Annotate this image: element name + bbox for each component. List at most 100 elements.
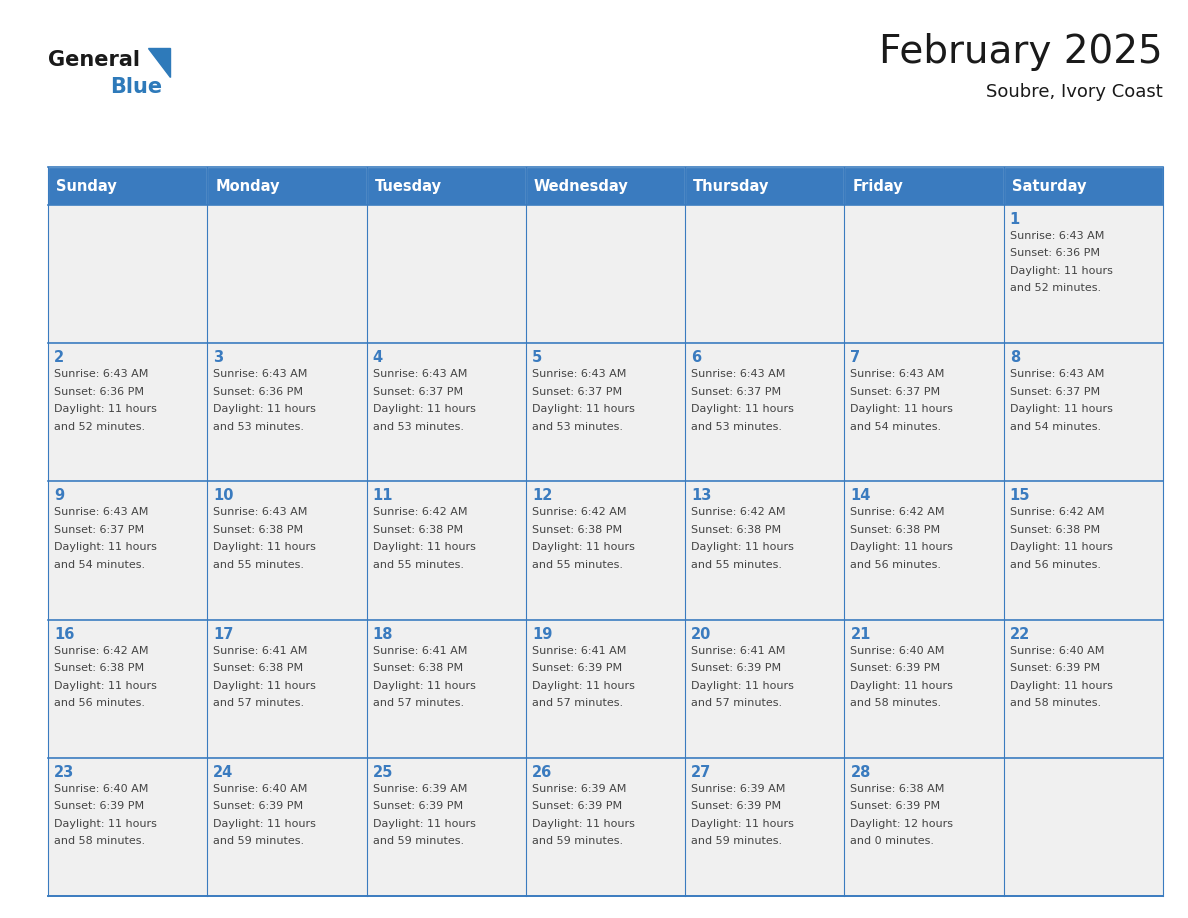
Text: Daylight: 11 hours: Daylight: 11 hours [691, 680, 794, 690]
Text: and 53 minutes.: and 53 minutes. [532, 421, 623, 431]
Text: Sunrise: 6:38 AM: Sunrise: 6:38 AM [851, 784, 944, 794]
Text: and 0 minutes.: and 0 minutes. [851, 836, 935, 846]
Text: Daylight: 11 hours: Daylight: 11 hours [691, 543, 794, 553]
Text: Sunset: 6:38 PM: Sunset: 6:38 PM [373, 525, 462, 535]
Text: Daylight: 11 hours: Daylight: 11 hours [53, 819, 157, 829]
FancyBboxPatch shape [367, 343, 526, 481]
Text: Sunset: 6:39 PM: Sunset: 6:39 PM [851, 801, 941, 812]
Text: Daylight: 11 hours: Daylight: 11 hours [214, 404, 316, 414]
Text: Sunset: 6:37 PM: Sunset: 6:37 PM [53, 525, 144, 535]
Text: and 54 minutes.: and 54 minutes. [1010, 421, 1101, 431]
Text: 28: 28 [851, 765, 871, 779]
Text: Sunrise: 6:41 AM: Sunrise: 6:41 AM [214, 645, 308, 655]
Text: and 58 minutes.: and 58 minutes. [851, 698, 942, 708]
FancyBboxPatch shape [1004, 343, 1163, 481]
Text: Sunrise: 6:42 AM: Sunrise: 6:42 AM [53, 645, 148, 655]
Text: Daylight: 11 hours: Daylight: 11 hours [532, 404, 634, 414]
FancyBboxPatch shape [845, 620, 1004, 757]
Text: 5: 5 [532, 350, 542, 365]
Text: Daylight: 11 hours: Daylight: 11 hours [532, 680, 634, 690]
Text: Thursday: Thursday [693, 178, 770, 194]
Text: Sunrise: 6:40 AM: Sunrise: 6:40 AM [214, 784, 308, 794]
FancyBboxPatch shape [207, 620, 367, 757]
Text: Sunset: 6:37 PM: Sunset: 6:37 PM [532, 386, 623, 397]
FancyBboxPatch shape [1004, 481, 1163, 620]
Text: 4: 4 [373, 350, 383, 365]
Text: and 55 minutes.: and 55 minutes. [532, 560, 623, 570]
Text: Sunrise: 6:43 AM: Sunrise: 6:43 AM [691, 369, 785, 379]
Text: 24: 24 [214, 765, 234, 779]
FancyBboxPatch shape [48, 343, 207, 481]
Text: Sunrise: 6:39 AM: Sunrise: 6:39 AM [691, 784, 785, 794]
Text: and 56 minutes.: and 56 minutes. [1010, 560, 1101, 570]
Text: Daylight: 11 hours: Daylight: 11 hours [373, 404, 475, 414]
Text: Daylight: 11 hours: Daylight: 11 hours [1010, 266, 1113, 276]
Text: Sunset: 6:36 PM: Sunset: 6:36 PM [53, 386, 144, 397]
Text: 26: 26 [532, 765, 552, 779]
Text: 6: 6 [691, 350, 701, 365]
FancyBboxPatch shape [48, 757, 207, 896]
FancyBboxPatch shape [526, 343, 685, 481]
Text: Daylight: 11 hours: Daylight: 11 hours [1010, 543, 1113, 553]
Text: Sunset: 6:39 PM: Sunset: 6:39 PM [532, 663, 623, 673]
Text: Sunset: 6:38 PM: Sunset: 6:38 PM [373, 663, 462, 673]
Text: Daylight: 11 hours: Daylight: 11 hours [1010, 680, 1113, 690]
Text: and 56 minutes.: and 56 minutes. [851, 560, 941, 570]
Text: and 59 minutes.: and 59 minutes. [214, 836, 304, 846]
FancyBboxPatch shape [685, 620, 845, 757]
FancyBboxPatch shape [1004, 205, 1163, 343]
Text: Sunset: 6:38 PM: Sunset: 6:38 PM [214, 525, 303, 535]
Text: and 57 minutes.: and 57 minutes. [532, 698, 623, 708]
FancyBboxPatch shape [48, 481, 207, 620]
Text: Daylight: 12 hours: Daylight: 12 hours [851, 819, 954, 829]
Text: 18: 18 [373, 627, 393, 642]
Text: Daylight: 11 hours: Daylight: 11 hours [53, 543, 157, 553]
Text: Daylight: 11 hours: Daylight: 11 hours [691, 819, 794, 829]
Text: 9: 9 [53, 488, 64, 503]
Text: Daylight: 11 hours: Daylight: 11 hours [373, 819, 475, 829]
Text: and 54 minutes.: and 54 minutes. [53, 560, 145, 570]
Text: Sunset: 6:37 PM: Sunset: 6:37 PM [1010, 386, 1100, 397]
Text: Sunrise: 6:43 AM: Sunrise: 6:43 AM [532, 369, 626, 379]
Text: 8: 8 [1010, 350, 1020, 365]
FancyBboxPatch shape [526, 757, 685, 896]
Text: Sunrise: 6:43 AM: Sunrise: 6:43 AM [214, 508, 308, 518]
Text: Sunrise: 6:43 AM: Sunrise: 6:43 AM [1010, 231, 1104, 241]
Text: Daylight: 11 hours: Daylight: 11 hours [851, 543, 953, 553]
Text: Sunset: 6:37 PM: Sunset: 6:37 PM [851, 386, 941, 397]
Text: Sunset: 6:38 PM: Sunset: 6:38 PM [53, 663, 144, 673]
Text: 22: 22 [1010, 627, 1030, 642]
FancyBboxPatch shape [845, 343, 1004, 481]
FancyBboxPatch shape [207, 167, 367, 205]
Text: Sunrise: 6:42 AM: Sunrise: 6:42 AM [373, 508, 467, 518]
Text: 19: 19 [532, 627, 552, 642]
FancyBboxPatch shape [845, 205, 1004, 343]
Text: 3: 3 [214, 350, 223, 365]
Text: Sunrise: 6:41 AM: Sunrise: 6:41 AM [691, 645, 785, 655]
Text: 20: 20 [691, 627, 712, 642]
Text: Wednesday: Wednesday [533, 178, 628, 194]
Text: Daylight: 11 hours: Daylight: 11 hours [532, 819, 634, 829]
Text: Sunday: Sunday [56, 178, 116, 194]
Text: Sunset: 6:37 PM: Sunset: 6:37 PM [373, 386, 462, 397]
Text: Saturday: Saturday [1012, 178, 1086, 194]
Text: and 59 minutes.: and 59 minutes. [532, 836, 623, 846]
Text: 11: 11 [373, 488, 393, 503]
FancyBboxPatch shape [48, 205, 207, 343]
Text: Sunset: 6:36 PM: Sunset: 6:36 PM [214, 386, 303, 397]
Text: Sunrise: 6:43 AM: Sunrise: 6:43 AM [53, 508, 148, 518]
Text: Sunset: 6:38 PM: Sunset: 6:38 PM [532, 525, 623, 535]
FancyBboxPatch shape [48, 167, 207, 205]
Text: Sunset: 6:39 PM: Sunset: 6:39 PM [373, 801, 462, 812]
Text: Sunrise: 6:43 AM: Sunrise: 6:43 AM [1010, 369, 1104, 379]
Text: 7: 7 [851, 350, 860, 365]
FancyBboxPatch shape [845, 757, 1004, 896]
Text: Daylight: 11 hours: Daylight: 11 hours [851, 680, 953, 690]
Text: and 59 minutes.: and 59 minutes. [373, 836, 463, 846]
FancyBboxPatch shape [685, 205, 845, 343]
Text: and 54 minutes.: and 54 minutes. [851, 421, 942, 431]
Text: Sunrise: 6:40 AM: Sunrise: 6:40 AM [53, 784, 148, 794]
Text: Sunrise: 6:39 AM: Sunrise: 6:39 AM [532, 784, 626, 794]
Text: Sunset: 6:39 PM: Sunset: 6:39 PM [1010, 663, 1100, 673]
Text: Sunset: 6:39 PM: Sunset: 6:39 PM [214, 801, 303, 812]
